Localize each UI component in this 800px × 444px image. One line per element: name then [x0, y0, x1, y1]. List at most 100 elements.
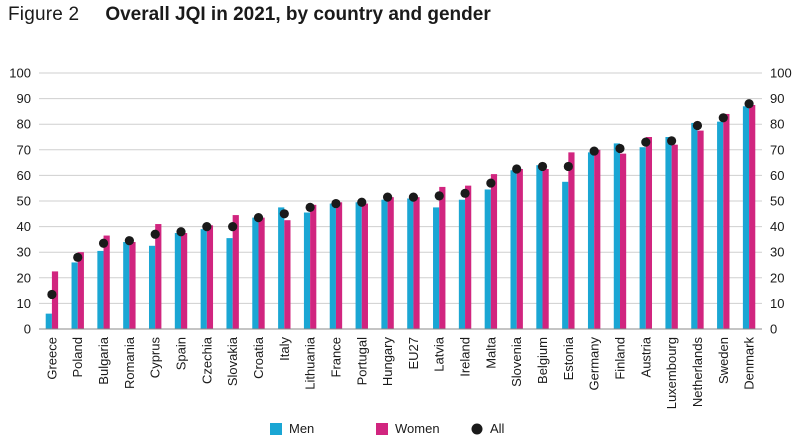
point-all — [641, 137, 651, 147]
legend-label-women: Women — [395, 421, 440, 436]
bar-women — [258, 217, 265, 329]
x-category-label: Belgium — [535, 337, 550, 384]
y-tick-label-right: 100 — [770, 66, 792, 81]
x-category-label: Denmark — [742, 337, 757, 390]
point-all — [512, 164, 522, 174]
bar-men — [71, 262, 78, 329]
bar-women — [77, 252, 84, 329]
y-tick-label-left: 80 — [17, 117, 31, 132]
x-category-label: Hungary — [380, 337, 395, 387]
x-category-label: Cyprus — [148, 337, 163, 379]
x-category-label: Portugal — [354, 337, 369, 386]
y-tick-label-right: 10 — [770, 296, 784, 311]
point-all — [537, 161, 548, 172]
y-tick-label-left: 30 — [17, 245, 31, 260]
bar-women — [465, 185, 472, 329]
bar-men — [742, 106, 750, 329]
x-category-label: Lithuania — [303, 336, 318, 390]
bar-men — [174, 233, 182, 329]
bar-men — [691, 122, 698, 329]
point-all — [692, 120, 703, 131]
bar-men — [97, 250, 104, 329]
point-all — [150, 229, 160, 239]
bar-women — [361, 203, 368, 329]
y-tick-label-right: 80 — [770, 117, 784, 132]
x-category-label: Latvia — [432, 336, 447, 371]
bar-women — [594, 149, 601, 329]
point-all — [589, 146, 599, 156]
point-all — [667, 136, 677, 146]
x-category-label: Austria — [638, 336, 653, 377]
y-tick-label-right: 20 — [770, 270, 784, 285]
point-all — [382, 192, 393, 202]
y-tick-label-left: 10 — [17, 296, 31, 311]
y-tick-label-left: 20 — [17, 270, 31, 285]
x-category-label: Ireland — [458, 337, 473, 377]
bar-men — [458, 199, 466, 329]
bar-men — [510, 170, 517, 329]
y-tick-label-right: 30 — [770, 245, 784, 260]
x-category-label: Estonia — [561, 336, 576, 380]
bar-women — [387, 197, 394, 329]
bar-women — [619, 153, 627, 329]
x-category-label: Slovakia — [225, 336, 240, 386]
y-tick-label-left: 50 — [17, 194, 31, 209]
bar-women — [103, 235, 110, 329]
bar-women — [310, 204, 317, 329]
bar-women — [284, 220, 291, 329]
x-category-label: Croatia — [251, 336, 266, 379]
x-category-label: Malta — [483, 336, 498, 369]
bar-women — [542, 169, 549, 329]
x-category-label: Sweden — [716, 337, 731, 384]
point-all — [124, 236, 134, 246]
bar-men — [252, 217, 259, 329]
y-tick-label-right: 40 — [770, 219, 784, 234]
point-all — [744, 99, 754, 109]
bar-women — [568, 152, 575, 329]
bar-men — [433, 207, 440, 329]
bar-men — [148, 245, 156, 329]
x-category-label: Greece — [44, 337, 59, 380]
bar-women — [490, 174, 498, 329]
y-tick-label-left: 70 — [17, 142, 31, 157]
y-tick-label-right: 50 — [770, 194, 784, 209]
point-all — [305, 202, 315, 212]
legend-label-men: Men — [289, 421, 314, 436]
bar-men — [303, 212, 311, 329]
bar-women — [671, 144, 678, 329]
y-tick-label-left: 60 — [17, 168, 31, 183]
legend-marker-all — [471, 423, 483, 435]
point-all — [434, 191, 444, 201]
bar-men — [665, 137, 672, 329]
bar-men — [587, 152, 595, 329]
bar-women — [516, 169, 523, 329]
bar-men — [407, 198, 414, 329]
point-all — [202, 222, 212, 232]
point-all — [279, 209, 289, 219]
y-tick-label-left: 90 — [17, 91, 31, 106]
point-all — [408, 192, 419, 202]
bar-women — [51, 271, 59, 329]
y-tick-label-right: 70 — [770, 142, 784, 157]
bar-women — [129, 241, 136, 329]
point-all — [615, 143, 625, 154]
x-category-label: France — [328, 337, 343, 377]
point-all — [176, 227, 186, 237]
x-category-label: Italy — [277, 337, 292, 361]
bar-men — [484, 189, 491, 329]
y-tick-label-left: 40 — [17, 219, 31, 234]
bar-women — [413, 197, 420, 329]
bar-women — [181, 233, 188, 329]
point-all — [47, 289, 57, 300]
legend-swatch-men — [270, 423, 282, 435]
x-category-label: Slovenia — [509, 336, 524, 387]
bar-men — [536, 165, 543, 329]
legend-label-all: All — [490, 421, 505, 436]
bar-women — [206, 225, 214, 329]
bar-women — [439, 186, 446, 329]
x-category-label: Finland — [612, 337, 627, 380]
point-all — [563, 161, 573, 172]
y-tick-label-right: 60 — [770, 168, 784, 183]
bar-women — [697, 130, 704, 329]
figure-header: Figure 2 Overall JQI in 2021, by country… — [8, 4, 491, 28]
